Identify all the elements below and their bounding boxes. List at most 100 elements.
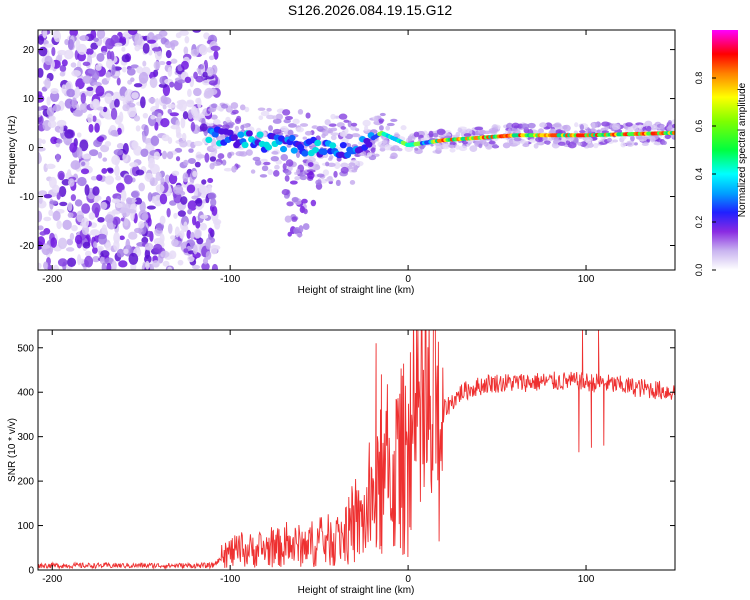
spectrogram-noise-blob (120, 189, 127, 202)
spectrogram-noise-blob (104, 175, 115, 185)
spectrogram-halo-blob (413, 131, 420, 138)
spectrogram-noise-blob (38, 106, 44, 111)
spectrogram-noise-blob (140, 96, 146, 109)
spectrogram-noise-blob (84, 255, 94, 268)
spectrogram-noise-blob (121, 54, 130, 63)
spectrogram-ridge-mark (365, 141, 373, 148)
spectrogram-noise-blob (148, 97, 156, 104)
spectrogram-noise-blob (149, 177, 158, 187)
spectrogram-halo-blob (611, 123, 621, 131)
spectrogram-noise-blob (119, 95, 126, 102)
spectrogram-halo-blob (435, 143, 443, 151)
spectrogram-noise-blob (168, 173, 178, 185)
spectrogram-halo-blob (340, 166, 349, 174)
spectrogram-noise-blob (204, 152, 210, 163)
spectrogram-halo-blob (378, 118, 385, 123)
spectrogram-halo-blob (512, 140, 521, 146)
spectrogram-noise-blob (177, 259, 184, 266)
spectrogram-halo-blob (528, 138, 537, 143)
spectrogram-noise-blob (66, 257, 77, 268)
spectrogram-noise-blob (167, 103, 176, 109)
spectrogram-noise-blob (52, 184, 60, 194)
spectrogram-trail-blob (307, 162, 314, 168)
spectrogram-halo-blob (239, 151, 248, 157)
snr-xtick-label: -200 (42, 574, 62, 585)
spectrogram-halo-blob (637, 124, 644, 130)
spectrogram-noise-blob (38, 67, 44, 78)
spectrogram-halo-blob (537, 128, 544, 134)
spectrogram-halo-blob (591, 122, 596, 129)
spectrogram-noise-blob (79, 103, 86, 110)
spectrogram-marks (38, 30, 675, 270)
spectrogram-noise-blob (154, 200, 161, 207)
spectrogram-noise-blob (88, 212, 96, 220)
spectrogram-noise-blob (176, 103, 184, 110)
spectrogram-noise-blob (182, 111, 189, 120)
spectrogram-halo-blob (208, 107, 215, 112)
spectrogram-trail-blob (303, 208, 308, 215)
spectrogram-noise-blob (76, 254, 82, 266)
spectrogram-trail-blob (289, 180, 298, 185)
spectrogram-halo-blob (250, 169, 256, 174)
spectrogram-halo-blob (662, 140, 667, 146)
spectrogram-noise-blob (123, 217, 129, 227)
spectrogram-noise-blob (122, 66, 127, 73)
figure-title: S126.2026.084.19.15.G12 (288, 2, 452, 18)
spectrogram-halo-blob (212, 118, 221, 126)
spectrogram-halo-blob (432, 132, 439, 138)
spectrogram-xtick-label: -200 (42, 274, 62, 285)
spectrogram-noise-blob (130, 64, 139, 69)
spectrogram-halo-blob (321, 133, 326, 139)
spectrogram-noise-blob (210, 114, 218, 120)
spectrogram-noise-blob (102, 106, 108, 113)
spectrogram-halo-blob (469, 145, 478, 153)
spectrogram-noise-blob (176, 132, 182, 139)
spectrogram-halo-blob (294, 176, 300, 181)
spectrogram-noise-blob (101, 168, 108, 174)
spectrogram-noise-blob (183, 221, 188, 232)
spectrogram-noise-blob (144, 254, 152, 264)
spectrogram-noise-blob (111, 155, 121, 166)
spectrogram-trail-blob (291, 196, 299, 203)
spectrogram-halo-blob (295, 126, 305, 133)
spectrogram-noise-blob (186, 184, 196, 194)
spectrogram-halo-blob (535, 136, 544, 143)
spectrogram-halo-blob (244, 106, 250, 113)
spectrogram-halo-blob (574, 122, 579, 128)
spectrogram-y-ticks: -20 -10 0 10 20 (20, 45, 675, 252)
spectrogram-noise-blob (52, 210, 61, 221)
spectrogram-noise-blob (177, 210, 186, 217)
spectrogram-halo-blob (334, 162, 341, 169)
spectrogram-halo-blob (329, 155, 334, 160)
colorbar-ticks: 0.0 0.2 0.4 0.6 0.8 (694, 72, 716, 276)
spectrogram-halo-blob (449, 144, 455, 149)
spectrogram-halo-blob (349, 180, 356, 185)
snr-xtick-label: 0 (405, 574, 411, 585)
spectrogram-halo-blob (400, 125, 407, 131)
spectrogram-halo-blob (539, 122, 548, 128)
spectrogram-noise-blob (147, 39, 157, 44)
spectrogram-noise-blob (76, 210, 84, 223)
spectrogram-noise-blob (71, 224, 78, 232)
spectrogram-halo-blob (373, 115, 378, 123)
spectrogram-noise-blob (44, 77, 51, 89)
spectrogram-noise-blob (65, 247, 75, 252)
spectrogram-noise-blob (122, 152, 129, 163)
spectrogram-noise-blob (140, 148, 149, 158)
spectrogram-noise-blob (38, 210, 43, 223)
spectrogram-noise-blob (205, 239, 211, 250)
spectrogram-noise-blob (123, 248, 129, 255)
spectrogram-halo-blob (385, 125, 391, 131)
spectrogram-halo-blob (593, 142, 599, 149)
spectrogram-halo-blob (297, 109, 304, 115)
spectrogram-noise-blob (166, 207, 171, 218)
spectrogram-halo-blob (340, 162, 349, 168)
spectrogram-noise-blob (130, 77, 135, 83)
spectrogram-noise-blob (166, 151, 174, 160)
spectrogram-halo-blob (579, 124, 585, 131)
spectrogram-noise-blob (198, 64, 205, 70)
spectrogram-halo-blob (393, 133, 401, 138)
spectrogram-noise-blob (206, 185, 212, 195)
spectrogram-ridge-mark (265, 144, 273, 151)
spectrogram-noise-blob (105, 71, 112, 78)
